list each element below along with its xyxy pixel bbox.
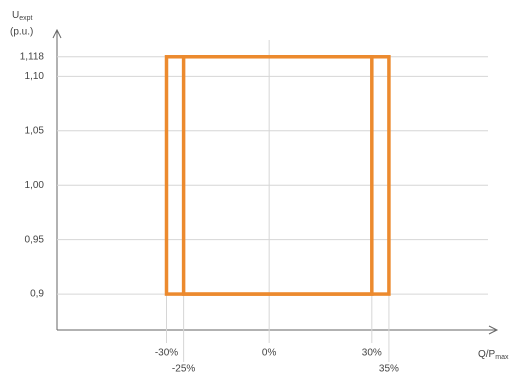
y-axis-unit: (p.u.) xyxy=(10,27,33,38)
y-axis-label: Uexpt xyxy=(12,10,33,22)
x-tick-label: 0% xyxy=(262,348,277,359)
x-axis-label: Q/Pmax xyxy=(478,349,509,361)
x-tick-label: -25% xyxy=(172,364,195,375)
axes xyxy=(52,28,499,335)
y-tick-label: 1,00 xyxy=(25,180,45,191)
y-tick-label: 1,10 xyxy=(25,71,45,82)
x-tick-label: -30% xyxy=(155,348,178,359)
y-tick-label: 1,05 xyxy=(25,125,45,136)
x-label-sub: max xyxy=(495,354,509,361)
y-label-main: U xyxy=(12,10,19,21)
range-rectangle xyxy=(164,55,391,296)
x-tick-label: 35% xyxy=(379,364,399,375)
x-label-main: Q/P xyxy=(478,349,496,360)
range-rectangle xyxy=(181,55,374,296)
y-label-sub: expt xyxy=(19,15,32,22)
y-tick-label: 1,118 xyxy=(20,51,45,62)
x-tick-label: 30% xyxy=(362,348,382,359)
y-tick-label: 0,95 xyxy=(25,234,45,245)
y-tick-label: 0,9 xyxy=(30,289,44,300)
